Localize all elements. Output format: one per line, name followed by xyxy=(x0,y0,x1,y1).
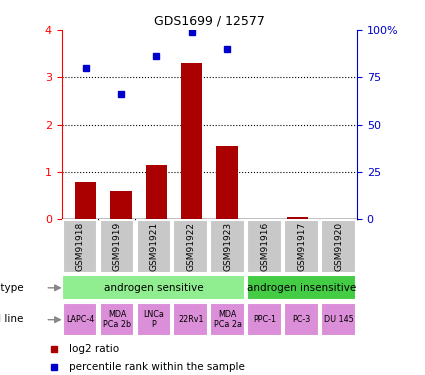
Bar xyxy=(173,220,208,273)
Text: LAPC-4: LAPC-4 xyxy=(66,315,94,324)
Text: MDA
PCa 2a: MDA PCa 2a xyxy=(214,310,242,329)
Text: GSM91923: GSM91923 xyxy=(223,222,232,271)
Text: androgen sensitive: androgen sensitive xyxy=(104,283,204,293)
Bar xyxy=(181,63,202,219)
Text: GSM91919: GSM91919 xyxy=(113,222,122,271)
Text: percentile rank within the sample: percentile rank within the sample xyxy=(69,362,244,372)
Text: GSM91921: GSM91921 xyxy=(150,222,159,271)
Bar xyxy=(321,220,356,273)
Bar xyxy=(99,303,134,336)
Bar xyxy=(146,165,167,219)
Text: GSM91920: GSM91920 xyxy=(334,222,343,271)
Bar xyxy=(63,220,97,273)
Text: GSM91916: GSM91916 xyxy=(260,222,269,271)
Title: GDS1699 / 12577: GDS1699 / 12577 xyxy=(154,15,265,27)
Text: DU 145: DU 145 xyxy=(324,315,354,324)
Bar xyxy=(110,191,132,219)
Bar xyxy=(136,303,171,336)
Bar xyxy=(247,275,356,300)
Text: cell line: cell line xyxy=(0,315,23,324)
Bar xyxy=(173,303,208,336)
Bar xyxy=(247,220,282,273)
Bar xyxy=(99,220,134,273)
Bar xyxy=(62,275,246,300)
Bar xyxy=(63,303,97,336)
Text: PPC-1: PPC-1 xyxy=(253,315,276,324)
Bar xyxy=(287,217,308,219)
Bar xyxy=(210,303,245,336)
Text: PC-3: PC-3 xyxy=(292,315,311,324)
Bar xyxy=(216,146,238,219)
Text: GSM91918: GSM91918 xyxy=(76,222,85,271)
Text: MDA
PCa 2b: MDA PCa 2b xyxy=(103,310,131,329)
Text: androgen insensitive: androgen insensitive xyxy=(247,283,356,293)
Bar xyxy=(321,303,356,336)
Bar xyxy=(284,220,319,273)
Text: GSM91922: GSM91922 xyxy=(186,222,196,271)
Bar xyxy=(136,220,171,273)
Text: GSM91917: GSM91917 xyxy=(297,222,306,271)
Text: log2 ratio: log2 ratio xyxy=(69,344,119,354)
Bar xyxy=(284,303,319,336)
Text: LNCa
P: LNCa P xyxy=(144,310,164,329)
Bar xyxy=(75,182,96,219)
Bar xyxy=(247,303,282,336)
Text: 22Rv1: 22Rv1 xyxy=(178,315,204,324)
Bar xyxy=(210,220,245,273)
Text: cell type: cell type xyxy=(0,283,23,292)
